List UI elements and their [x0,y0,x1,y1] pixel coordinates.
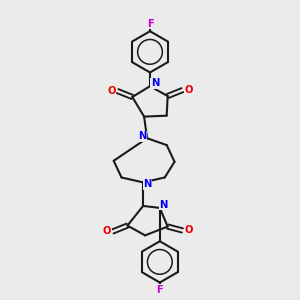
Text: O: O [103,226,111,236]
Text: O: O [184,85,193,95]
Text: N: N [143,179,152,189]
Text: F: F [147,19,153,29]
Text: F: F [156,285,163,295]
Text: N: N [151,78,159,88]
Text: O: O [184,226,193,236]
Text: N: N [139,131,147,141]
Text: O: O [107,86,116,96]
Text: N: N [160,200,168,210]
